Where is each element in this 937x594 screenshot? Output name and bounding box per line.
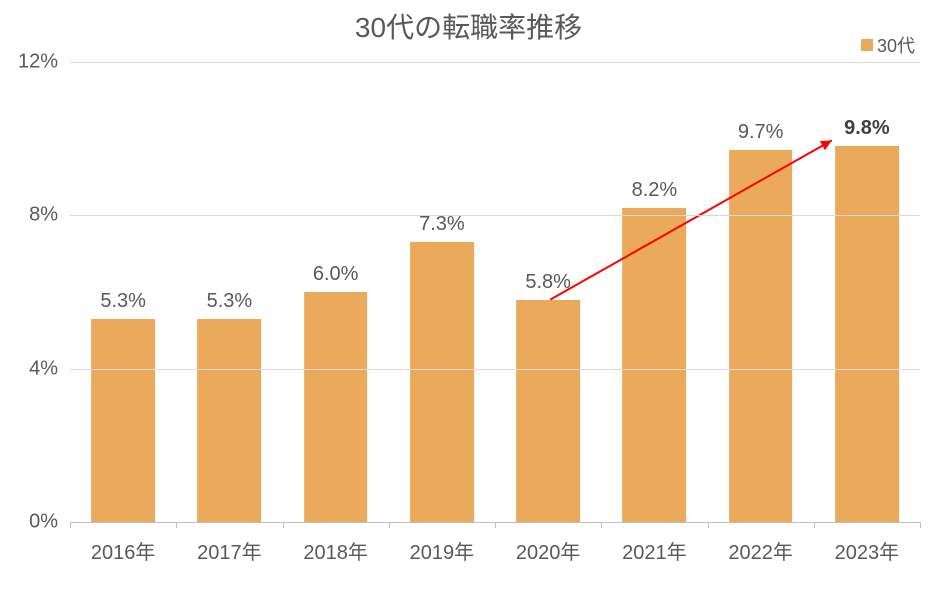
bar-slot: 5.3%2017年 xyxy=(176,62,282,522)
bar: 7.3% xyxy=(410,242,474,522)
bar-value-label: 6.0% xyxy=(313,263,359,286)
x-tick-mark xyxy=(920,522,921,528)
x-tick-label: 2021年 xyxy=(622,536,687,565)
bar-value-label: 5.8% xyxy=(525,271,571,294)
x-tick-label: 2019年 xyxy=(410,536,475,565)
bar-slot: 6.0%2018年 xyxy=(283,62,389,522)
x-tick-mark xyxy=(283,522,284,528)
bar-slot: 5.3%2016年 xyxy=(70,62,176,522)
y-tick-label: 0% xyxy=(29,511,70,534)
bar-value-label: 9.7% xyxy=(738,121,784,144)
x-tick-mark xyxy=(389,522,390,528)
bar-slot: 9.8%2023年 xyxy=(814,62,920,522)
chart-title: 30代の転職率推移 xyxy=(0,6,937,46)
bar-value-label: 5.3% xyxy=(100,290,146,313)
bar: 6.0% xyxy=(304,292,368,522)
x-tick-label: 2018年 xyxy=(303,536,368,565)
bars-container: 5.3%2016年5.3%2017年6.0%2018年7.3%2019年5.8%… xyxy=(70,62,920,522)
x-tick-mark xyxy=(814,522,815,528)
bar: 5.8% xyxy=(516,300,580,522)
x-tick-mark xyxy=(601,522,602,528)
bar-value-label: 7.3% xyxy=(419,213,465,236)
x-tick-label: 2020年 xyxy=(516,536,581,565)
bar-slot: 9.7%2022年 xyxy=(708,62,814,522)
x-tick-label: 2016年 xyxy=(91,536,156,565)
x-tick-mark xyxy=(176,522,177,528)
x-tick-mark xyxy=(495,522,496,528)
bar: 8.2% xyxy=(623,208,687,522)
x-tick-mark xyxy=(708,522,709,528)
bar-value-label: 8.2% xyxy=(632,179,678,202)
bar-slot: 8.2%2021年 xyxy=(601,62,707,522)
y-tick-label: 8% xyxy=(29,204,70,227)
y-tick-label: 12% xyxy=(18,51,70,74)
legend-label: 30代 xyxy=(877,32,915,58)
x-tick-label: 2022年 xyxy=(728,536,793,565)
bar-chart: 30代の転職率推移 30代 5.3%2016年5.3%2017年6.0%2018… xyxy=(0,0,937,594)
bar-slot: 5.8%2020年 xyxy=(495,62,601,522)
plot-area: 5.3%2016年5.3%2017年6.0%2018年7.3%2019年5.8%… xyxy=(70,62,920,522)
legend-swatch xyxy=(861,39,873,51)
x-tick-mark xyxy=(70,522,71,528)
bar-slot: 7.3%2019年 xyxy=(389,62,495,522)
legend: 30代 xyxy=(861,32,915,58)
bar-value-label: 5.3% xyxy=(207,290,253,313)
grid-line xyxy=(70,215,920,216)
bar: 9.8% xyxy=(835,146,899,522)
grid-line xyxy=(70,369,920,370)
bar-value-label: 9.8% xyxy=(844,117,890,140)
grid-line xyxy=(70,62,920,63)
x-tick-label: 2023年 xyxy=(835,536,900,565)
bar: 9.7% xyxy=(729,150,793,522)
x-tick-label: 2017年 xyxy=(197,536,262,565)
bar: 5.3% xyxy=(91,319,155,522)
bar: 5.3% xyxy=(198,319,262,522)
y-tick-label: 4% xyxy=(29,357,70,380)
